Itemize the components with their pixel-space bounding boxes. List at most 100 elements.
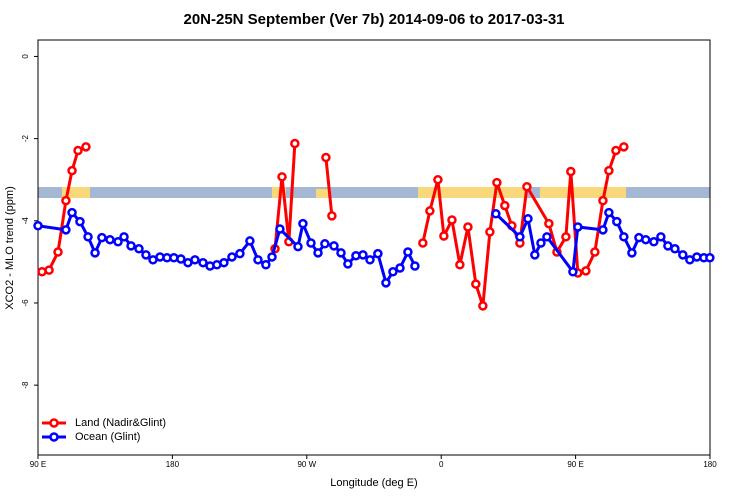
land-strip: [418, 187, 526, 198]
legend-marker: [49, 432, 59, 442]
point: [492, 177, 502, 188]
point: [190, 255, 200, 265]
point: [358, 250, 368, 260]
y-tick-label: -6: [21, 299, 30, 307]
series-line: [41, 143, 625, 307]
point: [536, 238, 546, 248]
point: [388, 266, 398, 277]
point: [447, 215, 457, 225]
point: [329, 241, 339, 251]
point: [627, 248, 637, 258]
legend-marker: [49, 418, 59, 428]
point: [81, 142, 91, 152]
point: [321, 152, 331, 163]
point: [523, 213, 533, 224]
point: [515, 232, 525, 242]
point: [433, 174, 443, 185]
point: [656, 232, 666, 242]
point: [235, 248, 245, 259]
point: [320, 239, 330, 249]
point: [530, 250, 540, 260]
point: [478, 301, 488, 311]
point: [463, 222, 473, 232]
point: [418, 238, 428, 248]
x-axis-label: Longitude (deg E): [330, 477, 417, 489]
x-tick-label: 180: [703, 460, 717, 469]
point: [604, 165, 614, 176]
point: [403, 247, 413, 257]
point: [485, 227, 495, 237]
y-axis-label: XCO2 - MLO trend (ppm): [4, 186, 16, 309]
series: [37, 138, 629, 311]
point: [649, 236, 659, 247]
point: [561, 232, 571, 242]
chart-title: 20N-25N September (Ver 7b) 2014-09-06 to…: [183, 11, 564, 28]
point: [253, 255, 263, 265]
point: [83, 232, 93, 242]
ocean-strip: [38, 187, 710, 198]
point: [126, 241, 136, 251]
point: [44, 265, 54, 275]
point: [53, 247, 63, 257]
point: [293, 241, 303, 252]
y-tick-label: 0: [21, 54, 30, 59]
point: [604, 207, 614, 218]
point: [119, 232, 129, 242]
point: [542, 232, 552, 242]
point: [410, 261, 420, 271]
series: [33, 207, 715, 288]
point: [67, 165, 77, 176]
point: [61, 195, 71, 206]
point: [275, 224, 285, 234]
point: [491, 209, 501, 219]
land-mask: [38, 187, 710, 198]
y-tick-label: -2: [21, 135, 30, 143]
point: [176, 254, 186, 264]
point: [522, 181, 532, 192]
point: [336, 248, 346, 258]
x-tick-label: 90 E: [30, 460, 46, 469]
point: [365, 255, 375, 265]
point: [141, 250, 151, 260]
point: [90, 248, 100, 258]
point: [612, 216, 622, 227]
y-tick-label: -4: [21, 217, 30, 225]
point: [611, 145, 621, 156]
point: [67, 207, 77, 218]
plot-frame: [37, 39, 711, 456]
point: [566, 166, 576, 177]
point: [568, 266, 578, 277]
point: [381, 278, 391, 288]
point: [455, 260, 465, 270]
land-strip: [62, 187, 90, 198]
point: [641, 234, 651, 245]
point: [678, 250, 688, 260]
point: [97, 232, 107, 243]
point: [619, 232, 629, 242]
x-tick-label: 0: [439, 460, 444, 469]
point: [327, 211, 337, 221]
point: [298, 218, 308, 229]
point: [33, 220, 43, 231]
point: [75, 216, 85, 227]
point: [544, 218, 554, 229]
point: [670, 243, 680, 254]
point: [373, 248, 383, 259]
point: [395, 263, 405, 273]
x-tick-label: 90 W: [297, 460, 316, 469]
point: [598, 195, 608, 206]
point: [134, 243, 144, 254]
point: [343, 259, 353, 269]
x-tick-label: 180: [166, 460, 180, 469]
point: [439, 231, 449, 241]
point: [113, 236, 123, 247]
point: [590, 247, 600, 257]
point: [73, 145, 83, 156]
y-tick-label: -8: [21, 381, 30, 389]
point: [598, 225, 608, 235]
point: [471, 279, 481, 289]
point: [573, 222, 583, 232]
point: [245, 236, 255, 246]
point: [705, 253, 715, 263]
